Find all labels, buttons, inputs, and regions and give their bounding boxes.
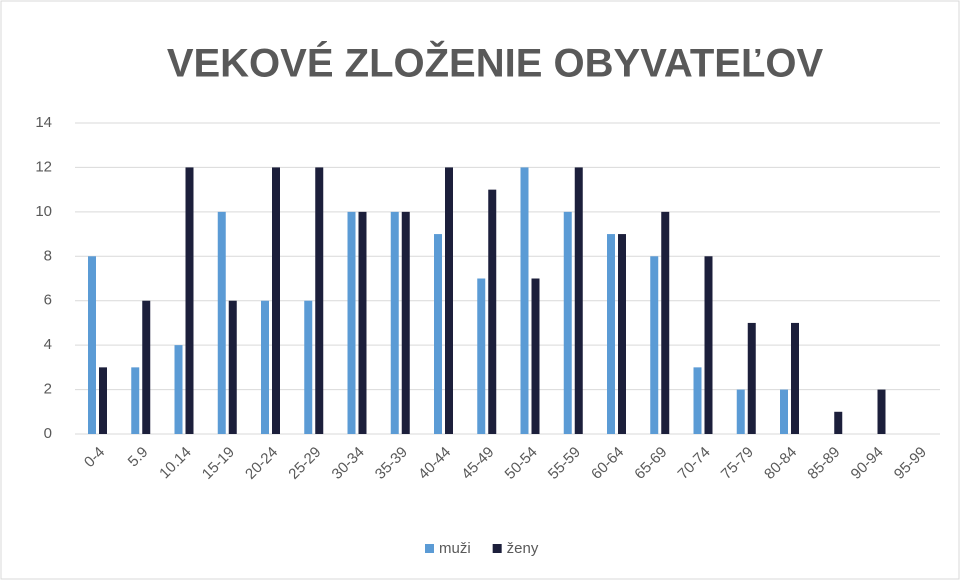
bar	[747, 322, 756, 434]
bar	[780, 389, 788, 434]
y-tick-label: 0	[44, 425, 52, 442]
bar	[477, 278, 486, 434]
bar	[390, 211, 399, 434]
bar	[693, 367, 702, 434]
bar	[445, 167, 453, 434]
y-tick-label: 4	[44, 336, 52, 353]
legend-label: ženy	[507, 540, 539, 557]
bar	[358, 211, 367, 434]
bar	[434, 234, 442, 434]
bar	[142, 300, 151, 434]
bar	[650, 256, 659, 434]
bar	[520, 167, 529, 434]
bar	[185, 167, 194, 434]
bar	[834, 411, 843, 434]
bar	[315, 167, 324, 434]
bar	[531, 278, 540, 434]
bar	[347, 211, 356, 434]
y-tick-label: 2	[44, 381, 52, 398]
bar	[304, 300, 313, 434]
bar	[877, 389, 886, 434]
legend-swatch	[492, 544, 502, 553]
bar	[574, 167, 583, 434]
y-tick-label: 8	[44, 247, 52, 264]
bar	[704, 256, 713, 434]
y-tick-label: 14	[35, 114, 52, 131]
bar	[791, 322, 799, 434]
bar	[607, 234, 615, 434]
bar	[272, 167, 280, 434]
legend-swatch	[425, 544, 434, 553]
y-tick-label: 12	[35, 158, 52, 175]
bar	[661, 211, 670, 434]
bar	[131, 367, 140, 434]
bar	[261, 300, 269, 434]
bar	[563, 211, 572, 434]
legend-label: muži	[439, 540, 471, 557]
bar	[88, 256, 96, 434]
bar	[217, 211, 226, 434]
y-tick-label: 6	[44, 292, 52, 309]
bar	[736, 389, 745, 434]
bar	[228, 300, 237, 434]
chart-title: VEKOVÉ ZLOŽENIE OBYVATEĽOV	[167, 40, 824, 86]
bar	[99, 367, 107, 434]
y-tick-label: 10	[35, 203, 52, 220]
bar	[618, 234, 626, 434]
bar	[488, 189, 497, 434]
bar	[401, 211, 410, 434]
bar	[174, 345, 183, 434]
